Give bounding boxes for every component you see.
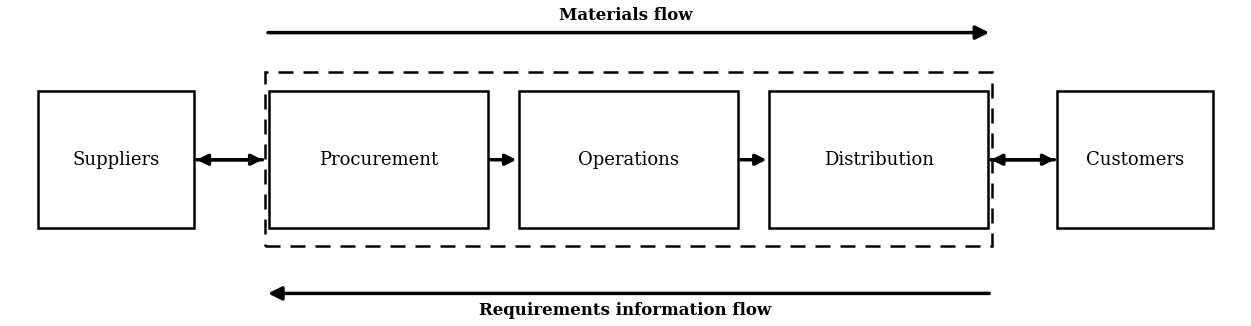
Bar (769, 91, 988, 228)
Bar (265, 72, 992, 246)
Bar (1057, 91, 1213, 228)
Text: Distribution: Distribution (824, 151, 933, 169)
Bar (38, 91, 194, 228)
Text: Requirements information flow: Requirements information flow (479, 303, 772, 319)
Text: Operations: Operations (578, 151, 679, 169)
Bar (519, 91, 738, 228)
Text: Materials flow: Materials flow (559, 7, 692, 23)
Bar (269, 91, 488, 228)
Text: Procurement: Procurement (319, 151, 438, 169)
Text: Customers: Customers (1086, 151, 1185, 169)
Text: Suppliers: Suppliers (73, 151, 159, 169)
